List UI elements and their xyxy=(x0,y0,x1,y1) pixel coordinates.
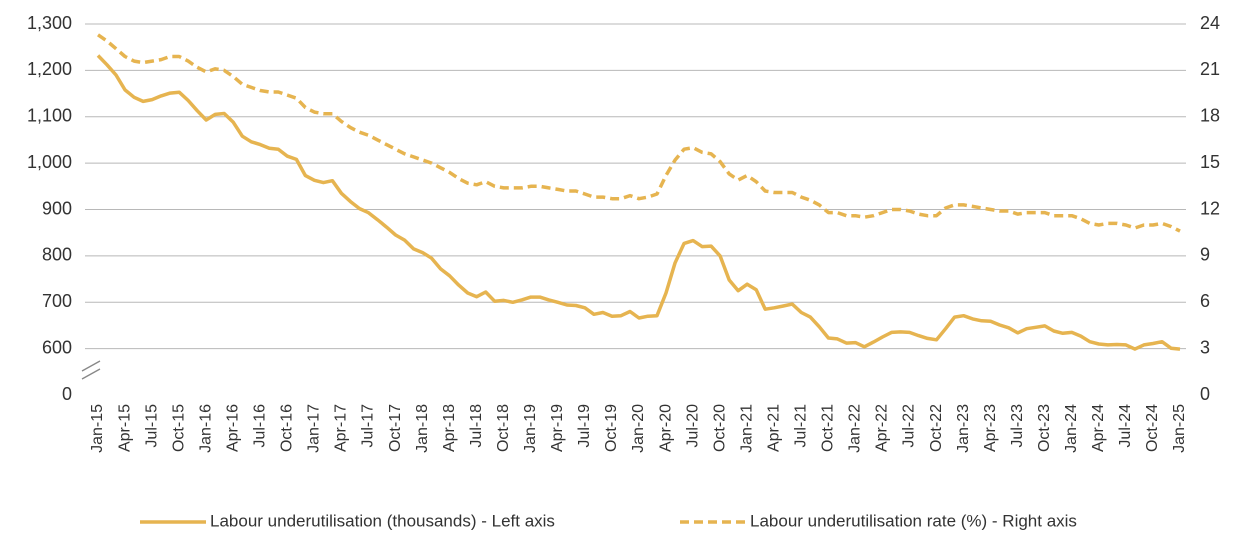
x-tick-label: Oct-22 xyxy=(928,404,945,452)
x-tick-label: Oct-17 xyxy=(387,404,404,452)
y-tick-label: 1,100 xyxy=(27,106,72,126)
x-tick-label: Jul-20 xyxy=(684,404,701,448)
x-tick-label: Oct-16 xyxy=(279,404,296,452)
x-tick-label: Jan-22 xyxy=(847,404,864,453)
x-tick-label: Jan-24 xyxy=(1063,404,1080,453)
x-tick-label: Apr-20 xyxy=(657,404,674,452)
y-tick-label: 700 xyxy=(42,291,72,311)
x-tick-label: Oct-21 xyxy=(820,404,837,452)
x-tick-label: Apr-16 xyxy=(224,404,241,452)
x-tick-label: Oct-15 xyxy=(170,404,187,452)
x-tick-label: Jan-23 xyxy=(955,404,972,453)
data-line xyxy=(97,33,1181,233)
x-tick-label: Oct-20 xyxy=(711,404,728,452)
x-tick-label: Apr-24 xyxy=(1090,404,1107,452)
y2-tick-label: 6 xyxy=(1200,291,1210,311)
x-tick-label: Jan-25 xyxy=(1171,404,1188,453)
x-tick-label: Jul-17 xyxy=(360,404,377,448)
x-tick-label: Jul-19 xyxy=(576,404,593,448)
x-tick-label: Jul-22 xyxy=(901,404,918,448)
x-tick-label: Apr-21 xyxy=(765,404,782,452)
x-tick-label: Jul-23 xyxy=(1009,404,1026,448)
x-tick-label: Apr-15 xyxy=(116,404,133,452)
y-tick-label: 1,200 xyxy=(27,59,72,79)
data-line xyxy=(96,54,1181,351)
x-tick-label: Oct-24 xyxy=(1144,404,1161,452)
y2-tick-label: 15 xyxy=(1200,152,1220,172)
y2-tick-label: 12 xyxy=(1200,198,1220,218)
x-tick-label: Jul-18 xyxy=(468,404,485,448)
y-tick-label: 600 xyxy=(42,337,72,357)
x-tick-label: Jul-24 xyxy=(1117,404,1134,448)
x-tick-label: Jul-15 xyxy=(143,404,160,448)
y2-tick-label: 9 xyxy=(1200,245,1210,265)
y-tick-label: 900 xyxy=(42,198,72,218)
y2-tick-label: 24 xyxy=(1200,13,1220,33)
x-tick-label: Jul-21 xyxy=(793,404,810,448)
y2-tick-label: 18 xyxy=(1200,106,1220,126)
y2-tick-label: 3 xyxy=(1200,337,1210,357)
x-tick-label: Apr-19 xyxy=(549,404,566,452)
x-tick-label: Apr-23 xyxy=(982,404,999,452)
x-tick-label: Jul-16 xyxy=(252,404,269,448)
x-tick-label: Jan-20 xyxy=(630,404,647,453)
legend-label: Labour underutilisation rate (%) - Right… xyxy=(750,511,1077,530)
y-tick-label: 1,300 xyxy=(27,13,72,33)
y2-tick-label: 0 xyxy=(1200,384,1210,404)
y2-tick-label: 21 xyxy=(1200,59,1220,79)
x-tick-label: Jan-21 xyxy=(738,404,755,453)
y-tick-label: 800 xyxy=(42,245,72,265)
x-tick-label: Apr-18 xyxy=(441,404,458,452)
x-tick-label: Oct-19 xyxy=(603,404,620,452)
y-tick-label: 1,000 xyxy=(27,152,72,172)
y-tick-label: 0 xyxy=(62,384,72,404)
x-tick-label: Jan-16 xyxy=(197,404,214,453)
x-tick-label: Jan-19 xyxy=(522,404,539,453)
x-tick-label: Jan-18 xyxy=(414,404,431,453)
x-tick-label: Oct-23 xyxy=(1036,404,1053,452)
x-tick-label: Apr-22 xyxy=(874,404,891,452)
axis-break xyxy=(81,360,101,372)
legend-label: Labour underutilisation (thousands) - Le… xyxy=(210,511,555,530)
x-tick-label: Apr-17 xyxy=(333,404,350,452)
x-tick-label: Jan-15 xyxy=(89,404,106,453)
x-tick-label: Oct-18 xyxy=(495,404,512,452)
axis-break xyxy=(81,368,101,380)
x-tick-label: Jan-17 xyxy=(306,404,323,453)
